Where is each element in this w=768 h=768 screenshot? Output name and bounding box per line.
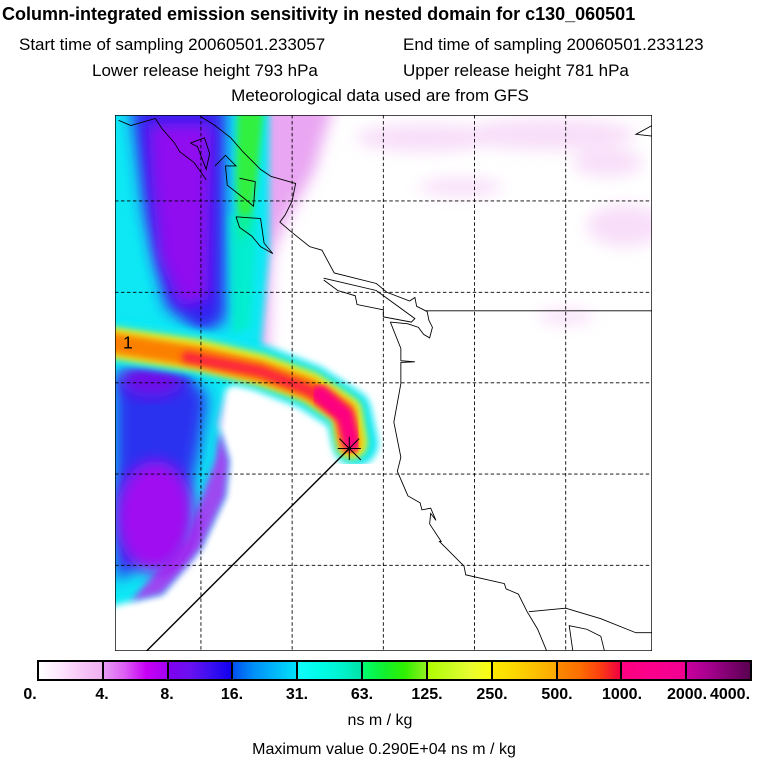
coastlines [118,116,652,651]
end-time: End time of sampling 20060501.233123 [403,35,704,54]
colorbar-tick-label: 4. [95,686,109,703]
upper-release-height: Upper release height 781 hPa [403,61,629,80]
trajectory-line [146,447,350,651]
colorbar-segment [687,662,750,679]
colorbar-tick-label: 250. [476,686,508,703]
colorbar-tick-label: 1000. [601,686,643,703]
met-data-note: Meteorological data used are from GFS [231,86,529,105]
colorbar-tick-label: 2000. [666,686,708,703]
colorbar-segment [557,662,623,679]
colorbar-units: ns m / kg [347,712,413,729]
colorbar-tick-label: 0. [23,686,37,703]
colorbar-tick-label: 4000. [709,686,751,703]
colorbar-segment [233,662,299,679]
colorbar-tick-label: 16. [220,686,244,703]
sensitivity-map: 1 [115,115,652,651]
colorbar-segment [168,662,234,679]
sensitivity-field [115,115,652,606]
age-label: 1 [123,332,133,352]
lat-lon-grid [115,115,652,651]
colorbar-segment [298,662,364,679]
colorbar-segment [103,662,169,679]
colorbar-tick-label: 31. [285,686,309,703]
maximum-value: Maximum value 0.290E+04 ns m / kg [252,741,516,758]
colorbar-segment [39,662,104,679]
colorbar-segment [492,662,558,679]
lower-release-height: Lower release height 793 hPa [92,61,318,80]
start-time: Start time of sampling 20060501.233057 [19,35,326,54]
star-icon [337,436,362,461]
colorbar-tick-label: 125. [411,686,443,703]
colorbar-tick-label: 8. [160,686,174,703]
colorbar-tick-label: 63. [350,686,374,703]
colorbar-segment [427,662,493,679]
colorbar-segment [622,662,688,679]
colorbar-segment [363,662,428,679]
colorbar [37,660,752,681]
colorbar-tick-label: 500. [541,686,573,703]
plot-title: Column-integrated emission sensitivity i… [2,4,636,24]
